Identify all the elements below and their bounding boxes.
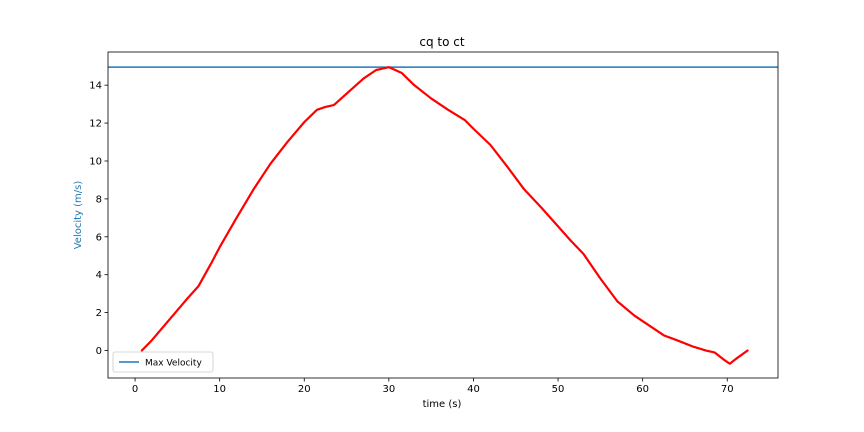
axes-frame [107,51,779,379]
plot-area [108,52,778,378]
legend-entry: Max Velocity [145,359,202,369]
series-layer [108,66,778,365]
x-tick-label: 40 [467,384,480,395]
y-tick-label: 8 [96,194,102,205]
y-tick-label: 0 [96,346,102,357]
y-tick-label: 2 [96,308,102,319]
x-tick-label: 10 [213,384,226,395]
x-tick-label: 60 [636,384,649,395]
chart-title: cq to ct [419,35,464,49]
x-tick-label: 50 [552,384,565,395]
series-1-line [140,66,749,365]
y-tick-label: 10 [89,156,102,167]
y-tick-label: 4 [96,270,102,281]
axes-layer: 0 10 20 30 40 50 60 70 0 2 4 6 8 10 12 14 [89,51,779,395]
x-tick-label: 20 [298,384,311,395]
legend-box [112,351,214,373]
y-axis-label: Velocity (m/s) [73,181,84,250]
x-tick-label: 0 [132,384,138,395]
y-tick-label: 12 [89,119,102,130]
y-tick-label: 14 [89,81,102,92]
x-tick-label: 70 [721,384,734,395]
legend: Max Velocity [112,351,214,373]
y-tick-label: 6 [96,232,102,243]
plot-background [108,52,778,378]
x-axis-label: time (s) [423,399,462,410]
x-tick-label: 30 [382,384,395,395]
